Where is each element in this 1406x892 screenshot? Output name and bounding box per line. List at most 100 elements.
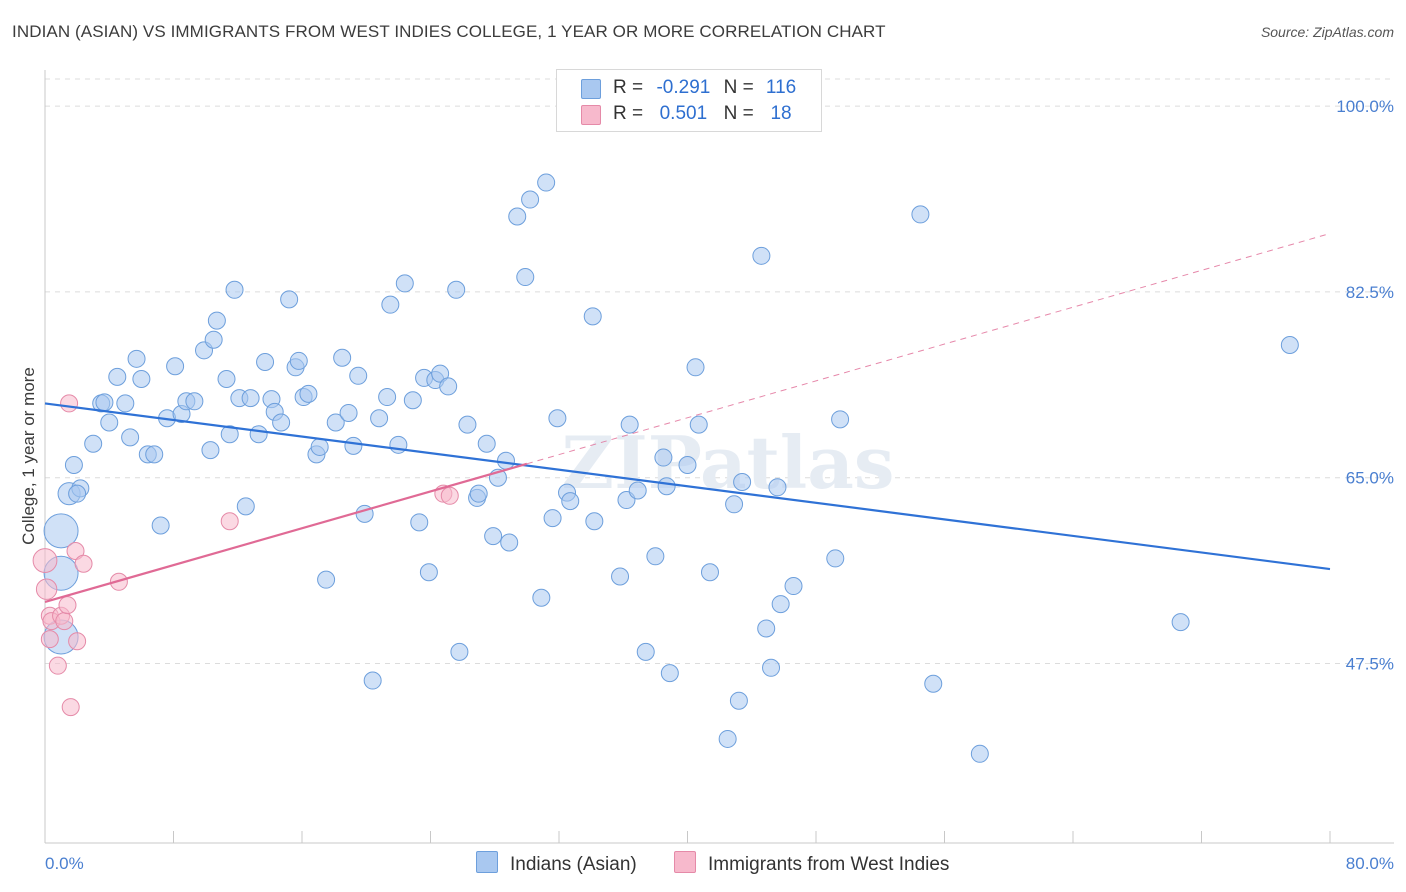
point-indians: [108, 367, 127, 386]
point-indians: [729, 691, 748, 710]
point-indians: [484, 527, 503, 546]
point-indians: [310, 437, 329, 456]
point-indians: [317, 570, 336, 589]
point-west-indies: [68, 632, 87, 651]
point-west-indies: [48, 656, 67, 675]
legend-label: Immigrants from West Indies: [708, 854, 950, 875]
point-indians: [636, 642, 655, 661]
y-tick-labels: 47.5% 65.0% 82.5% 100.0%: [1336, 97, 1394, 673]
point-west-indies: [74, 554, 93, 573]
point-indians: [620, 415, 639, 434]
point-indians: [95, 393, 114, 412]
data-points: [32, 173, 1299, 763]
legend-text: R = 0.501 N = 18: [613, 103, 792, 124]
point-indians: [249, 425, 268, 444]
point-indians: [299, 384, 318, 403]
correlation-legend: R = -0.291 N = 116 R = 0.501 N = 18: [556, 69, 822, 132]
point-indians: [378, 388, 397, 407]
point-indians: [1280, 336, 1299, 355]
legend-item-indians[interactable]: Indians (Asian): [476, 851, 637, 876]
point-indians: [532, 588, 551, 607]
point-indians: [762, 658, 781, 677]
point-indians: [100, 413, 119, 432]
point-indians: [68, 484, 87, 503]
point-indians: [911, 205, 930, 224]
point-west-indies: [220, 512, 239, 531]
point-indians: [678, 455, 697, 474]
trend-line-west-indies-projection: [526, 233, 1331, 465]
trend-line-indians: [44, 402, 1331, 571]
point-indians: [204, 330, 223, 349]
legend-text: R = -0.291 N = 116: [613, 77, 797, 98]
legend-swatch-blue: [476, 851, 498, 873]
point-west-indies: [61, 698, 80, 717]
x-tick-label-max: 80.0%: [1346, 854, 1394, 873]
point-indians: [725, 495, 744, 514]
point-indians: [689, 415, 708, 434]
point-indians: [561, 492, 580, 511]
point-indians: [127, 349, 146, 368]
legend-item-west-indies[interactable]: Immigrants from West Indies: [674, 851, 949, 876]
point-indians: [548, 409, 567, 428]
point-indians: [403, 391, 422, 410]
point-indians: [654, 448, 673, 467]
point-indians: [477, 434, 496, 453]
point-indians: [768, 478, 787, 497]
point-indians: [447, 280, 466, 299]
point-indians: [410, 513, 429, 532]
point-west-indies: [60, 394, 79, 413]
point-indians: [537, 173, 556, 192]
point-indians: [166, 357, 185, 376]
point-indians: [217, 369, 236, 388]
point-indians: [395, 274, 414, 293]
gridlines: [45, 78, 1394, 665]
point-west-indies: [32, 548, 58, 573]
point-indians: [784, 577, 803, 596]
point-indians: [757, 619, 776, 638]
point-indians: [611, 567, 630, 586]
legend-swatch-pink: [674, 851, 696, 873]
point-indians: [289, 351, 308, 370]
point-indians: [326, 413, 345, 432]
legend-label: Indians (Asian): [510, 854, 637, 875]
x-ticks: [44, 831, 1331, 843]
point-west-indies: [58, 596, 77, 615]
point-indians: [686, 358, 705, 377]
point-indians: [500, 533, 519, 552]
point-indians: [419, 563, 438, 582]
point-indians: [241, 389, 260, 408]
point-indians: [439, 377, 458, 396]
point-indians: [84, 434, 103, 453]
x-tick-label-min: 0.0%: [45, 854, 84, 873]
point-indians: [256, 352, 275, 371]
point-indians: [771, 595, 790, 614]
point-indians: [628, 481, 647, 500]
point-indians: [718, 729, 737, 748]
point-indians: [225, 280, 244, 299]
point-indians: [831, 410, 850, 429]
point-indians: [660, 664, 679, 683]
point-indians: [496, 451, 515, 470]
point-indians: [370, 409, 389, 428]
trend-lines: [44, 233, 1331, 604]
point-indians: [339, 403, 358, 422]
point-indians: [585, 512, 604, 531]
point-indians: [333, 348, 352, 367]
point-indians: [151, 516, 170, 535]
y-tick-label: 47.5%: [1346, 655, 1394, 674]
point-indians: [450, 642, 469, 661]
legend-swatch-pink: [581, 105, 601, 125]
point-indians: [826, 549, 845, 568]
point-indians: [646, 547, 665, 566]
point-indians: [121, 428, 140, 447]
point-indians: [272, 413, 291, 432]
point-indians: [508, 207, 527, 226]
point-indians: [145, 445, 164, 464]
point-indians: [1171, 613, 1190, 632]
source-credit: Source: ZipAtlas.com: [1260, 24, 1394, 40]
point-indians: [431, 364, 450, 383]
point-indians: [363, 671, 382, 690]
point-indians: [236, 497, 255, 516]
point-indians: [543, 509, 562, 528]
